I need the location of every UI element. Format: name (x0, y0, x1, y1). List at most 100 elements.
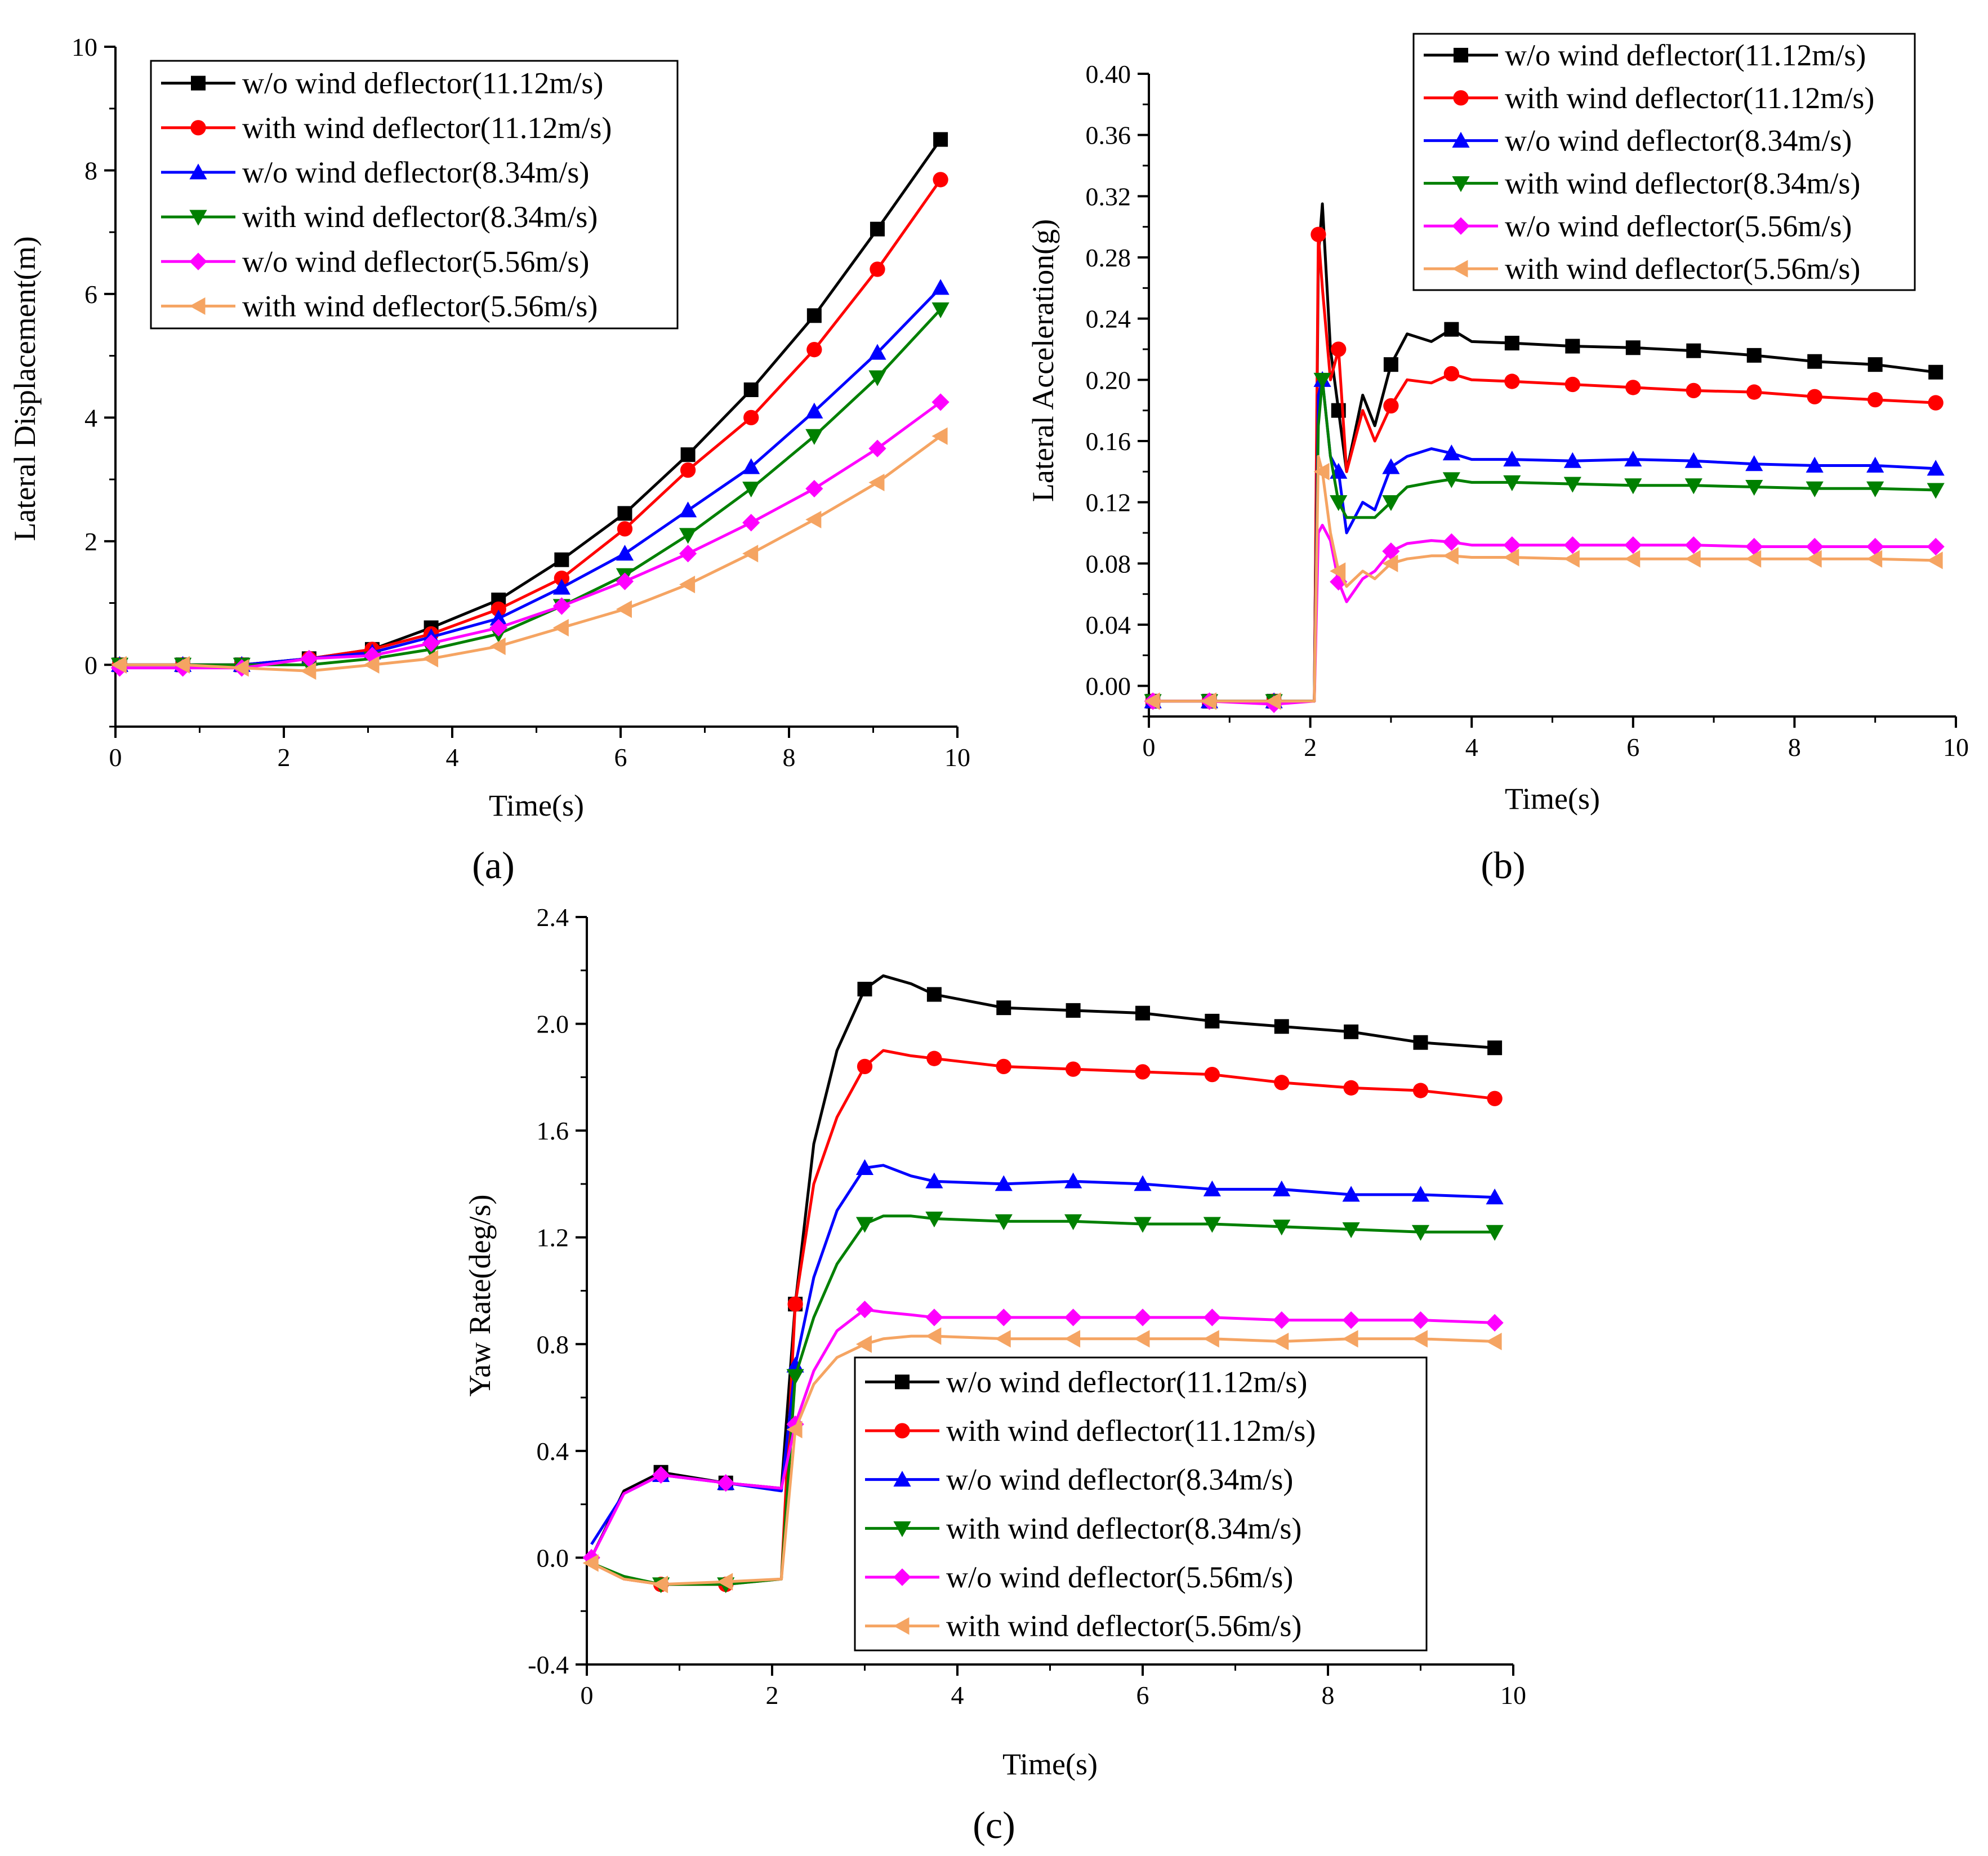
y-tick-label: 0.00 (1086, 672, 1131, 701)
series-line (591, 1214, 1495, 1586)
data-point (1444, 322, 1459, 337)
data-point (1342, 1311, 1360, 1329)
data-point (1487, 1091, 1503, 1106)
data-point (1144, 692, 1160, 710)
data-point (552, 618, 569, 637)
x-tick-label: 10 (1500, 1681, 1526, 1710)
data-point (1064, 1172, 1082, 1189)
y-tick-label: 4 (84, 403, 97, 432)
data-point (1273, 1311, 1291, 1329)
data-point (679, 528, 697, 544)
data-point (995, 1308, 1013, 1327)
x-tick-label: 2 (1304, 733, 1317, 762)
legend-label: w/o wind deflector(11.12m/s) (1505, 38, 1866, 72)
data-point (805, 402, 823, 419)
chart-c: 0 2 4 6 8 10 -0.4 0.0 0.4 0.8 1.2 1.6 2.0 2.4 Time(s) Y… (463, 903, 1526, 1781)
legend-box (854, 1356, 1428, 1652)
data-point (857, 981, 872, 996)
data-point (1684, 536, 1702, 554)
data-point (1203, 1330, 1219, 1348)
x-tick-label: 4 (446, 743, 459, 772)
data-point (717, 1474, 735, 1492)
y-tick-label: 1.2 (537, 1223, 569, 1252)
legend: w/o wind deflector(11.12m/s) with wind de… (1412, 33, 1916, 291)
data-point (680, 447, 696, 462)
y-tick-label: 10 (72, 33, 97, 61)
data-point (805, 510, 822, 529)
data-point (1382, 458, 1400, 474)
data-point (489, 618, 507, 637)
data-point (1503, 451, 1521, 467)
data-point (1273, 1219, 1291, 1236)
legend-label: w/o wind deflector(11.12m/s) (946, 1365, 1307, 1399)
x-tick-label: 10 (1943, 733, 1969, 762)
legend-item: with wind deflector(5.56m/s) (1424, 252, 1860, 286)
data-point (1684, 550, 1701, 568)
legend-marker (1452, 131, 1470, 148)
legend-item: w/o wind deflector(8.34m/s) (161, 155, 589, 189)
data-point (1330, 495, 1348, 511)
data-point (1274, 1075, 1290, 1091)
legend-item: with wind deflector(8.34m/s) (161, 200, 598, 234)
data-point (1745, 455, 1763, 471)
data-point (1134, 1330, 1150, 1348)
x-tick-label: 0 (1143, 733, 1156, 762)
legend-item: w/o wind deflector(8.34m/s) (1424, 124, 1852, 158)
x-tick-label: 0 (109, 743, 122, 772)
data-point (1411, 1311, 1430, 1329)
legend-item: with wind deflector(8.34m/s) (1424, 166, 1860, 200)
data-point (1745, 537, 1763, 556)
data-point (110, 656, 127, 674)
legend-marker (1452, 260, 1468, 278)
series-line (1153, 233, 1936, 703)
data-point (1273, 1332, 1289, 1351)
legend-marker (894, 1423, 910, 1439)
legend-marker (189, 163, 207, 180)
legend-marker (893, 1568, 911, 1586)
data-point (1563, 536, 1581, 554)
data-point (491, 601, 506, 617)
data-point (1745, 480, 1763, 496)
data-point (1928, 364, 1944, 380)
data-point (926, 987, 942, 1002)
data-point (1806, 537, 1824, 556)
legend-label: with wind deflector(8.34m/s) (946, 1511, 1301, 1545)
data-point (1564, 376, 1580, 393)
data-point (995, 1175, 1013, 1191)
data-point (233, 659, 249, 677)
data-point (300, 649, 318, 667)
data-point (300, 662, 317, 680)
data-point (422, 634, 440, 652)
data-point (1064, 1308, 1082, 1327)
data-point (1624, 536, 1642, 554)
data-point (363, 647, 381, 665)
y-tick-label: 8 (84, 156, 97, 185)
data-point (1200, 692, 1216, 710)
data-point (1443, 366, 1460, 382)
data-point (743, 382, 759, 397)
x-tick-label: 8 (1322, 1681, 1335, 1710)
data-point (1684, 452, 1702, 468)
data-point (1625, 340, 1641, 355)
legend-item: with wind deflector(11.12m/s) (865, 1414, 1316, 1448)
data-point (1203, 1180, 1221, 1196)
series-5 (110, 393, 950, 677)
data-point (1625, 380, 1641, 395)
legend: w/o wind deflector(11.12m/s) with wind de… (854, 1356, 1428, 1652)
y-tick-label: 0.32 (1086, 182, 1131, 211)
legend-marker (893, 1521, 911, 1537)
legend-marker (189, 252, 207, 270)
data-point (868, 473, 885, 492)
data-point (786, 1369, 804, 1385)
data-point (1686, 382, 1701, 398)
data-point (742, 545, 759, 563)
y-axis-label: Yaw Rate(deg/s) (463, 1195, 497, 1397)
data-point (1746, 348, 1762, 363)
data-point (652, 1466, 670, 1484)
x-tick-label: 2 (766, 1681, 779, 1710)
series-6 (582, 1327, 1502, 1594)
data-point (717, 1573, 733, 1591)
data-point (1064, 1330, 1081, 1348)
data-point (870, 261, 885, 277)
panel-label-c: (c) (973, 1804, 1015, 1846)
